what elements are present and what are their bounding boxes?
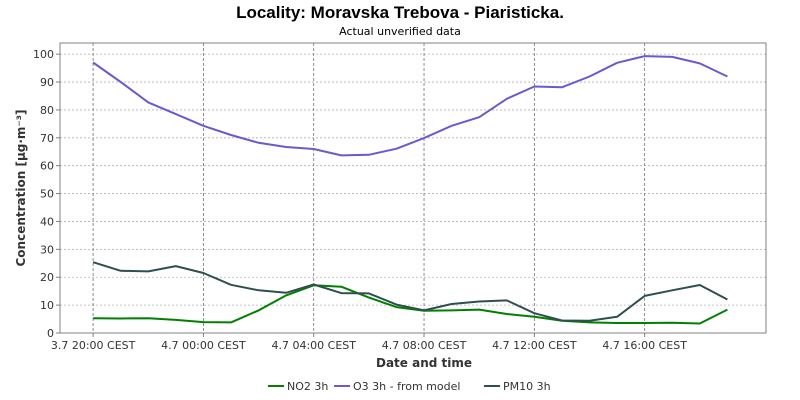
y-tick-label: 70 [40, 132, 54, 145]
x-axis-ticks: 3.7 20:00 CEST 4.7 00:00 CEST 4.7 04:00 CE… [51, 333, 687, 352]
series-line-2 [92, 55, 728, 157]
x-tick-label: 4.7 16:00 CEST [602, 339, 687, 352]
y-tick-label: 90 [40, 76, 54, 89]
legend-item-label: NO2 3h [287, 380, 328, 393]
x-tick-label: 4.7 12:00 CEST [492, 339, 577, 352]
x-tick-label: 4.7 04:00 CEST [271, 339, 356, 352]
y-axis-label: Concentration [µg·m⁻³] [14, 110, 28, 267]
x-tick-label: 4.7 00:00 CEST [161, 339, 246, 352]
x-tick-label: 3.7 20:00 CEST [51, 339, 136, 352]
y-tick-label: 100 [33, 48, 54, 61]
chart-title: Locality: Moravska Trebova - Piaristicka… [236, 3, 564, 22]
chart-subtitle: Actual unverified data [339, 25, 461, 38]
series-line-1 [93, 284, 728, 325]
y-tick-label: 30 [40, 243, 54, 256]
y-tick-label: 0 [47, 327, 54, 340]
plot-area [59, 42, 767, 334]
series-lines [92, 55, 728, 325]
y-axis-ticks: 0 10 20 30 40 50 60 70 80 90 100 [33, 48, 60, 340]
x-axis-label: Date and time [376, 356, 472, 370]
y-tick-label: 40 [40, 215, 54, 228]
legend-item-label: PM10 3h [503, 380, 551, 393]
horizontal-gridlines [60, 53, 766, 334]
y-tick-label: 60 [40, 160, 54, 173]
y-tick-label: 10 [40, 299, 54, 312]
x-tick-label: 4.7 08:00 CEST [382, 339, 467, 352]
legend: NO2 3h O3 3h - from model PM10 3h [268, 380, 551, 393]
y-tick-label: 50 [40, 188, 54, 201]
y-tick-label: 80 [40, 104, 54, 117]
legend-item-label: O3 3h - from model [353, 380, 460, 393]
plot-background [60, 43, 766, 333]
series-line-3 [92, 261, 728, 322]
y-tick-label: 20 [40, 271, 54, 284]
plot-border [59, 42, 767, 334]
